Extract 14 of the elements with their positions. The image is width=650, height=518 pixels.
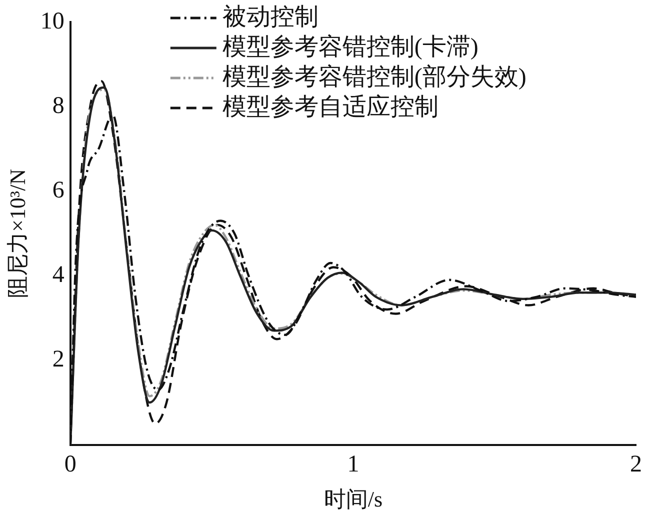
legend-label: 被动控制 bbox=[222, 4, 318, 30]
y-tick-label: 8 bbox=[52, 92, 64, 119]
y-tick-label: 6 bbox=[52, 177, 64, 204]
y-tick-label: 10 bbox=[40, 8, 64, 34]
x-tick-label: 0 bbox=[64, 451, 76, 478]
y-tick-label: 2 bbox=[52, 346, 64, 373]
legend-label: 模型参考自适应控制 bbox=[222, 93, 438, 120]
legend-label: 模型参考容错控制(部分失效) bbox=[222, 63, 526, 90]
x-tick-label: 1 bbox=[347, 451, 360, 478]
x-tick-label: 2 bbox=[630, 451, 642, 478]
y-tick-label: 4 bbox=[52, 262, 64, 288]
legend-label: 模型参考容错控制(卡滞) bbox=[222, 33, 478, 60]
x-axis-title: 时间/s bbox=[324, 486, 383, 512]
y-axis-title: 阻尼力×10³/N bbox=[4, 168, 30, 298]
